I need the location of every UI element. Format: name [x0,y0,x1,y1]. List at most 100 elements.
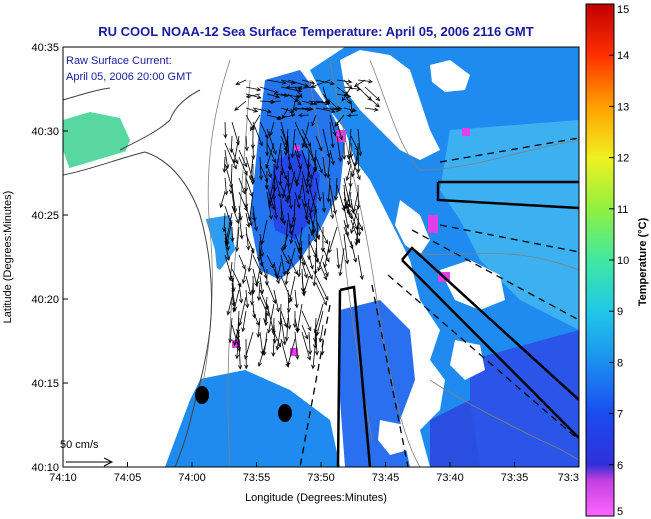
current-vector [223,121,228,139]
current-vector [315,212,321,240]
colorbar-tick-label: 6 [617,460,623,472]
current-vector [225,219,233,247]
colorbar-tick-label: 7 [617,409,623,421]
current-vector [287,142,292,171]
current-vector [314,331,319,356]
current-vector [312,100,324,106]
colorbar-tick-label: 12 [617,153,629,165]
sst-field-deepblue-patch [470,330,579,467]
cloud-gap-1 [340,50,440,160]
current-vector [275,142,282,171]
current-vector [297,247,303,278]
current-vector [347,149,352,166]
current-vector [266,93,281,99]
colorbar-tick-label: 5 [617,506,623,518]
current-vector [301,310,312,332]
current-vector [255,268,261,286]
current-vector [224,240,231,262]
x-tick-label: 74:05 [114,472,142,484]
x-tick-label: 73:45 [372,472,400,484]
current-vector [318,324,324,343]
current-vector [353,79,366,88]
current-vector [231,289,236,307]
current-vector [238,296,247,327]
current-vector [231,282,237,312]
current-vector [294,331,300,360]
current-vector [326,177,331,203]
coastline [63,87,213,467]
current-vector [256,240,262,262]
current-vector [273,198,279,220]
current-vector [345,163,352,182]
current-vector [275,324,282,351]
current-vector [315,254,328,281]
annotation-line-1: Raw Surface Current: [66,55,172,67]
current-vector [343,233,350,265]
current-vector [275,261,282,280]
current-vector [245,275,253,296]
current-vector [271,338,276,358]
current-vector [238,212,244,240]
cloud-gap-5 [450,340,485,380]
current-vector [279,198,284,223]
current-vector [315,310,324,337]
current-vector [315,107,336,114]
current-vector [323,240,331,269]
current-vector [357,128,363,157]
current-vector [264,310,269,327]
x-axis-label: Longitude (Degrees:Minutes) [245,492,387,504]
current-vector [250,163,255,186]
current-vector [280,310,288,328]
sst-field-deepblue-patch-2 [430,400,480,467]
current-vector [245,93,261,99]
current-vector [346,191,352,214]
x-tick-label: 73:50 [307,472,335,484]
current-vector [287,79,310,88]
y-axis: 40:35 40:30 40:25 40:20 40:15 40:10 [31,42,68,474]
current-vector [245,156,255,183]
current-vector [244,338,249,370]
current-vector [301,324,309,340]
current-vector [301,331,312,361]
current-vector [241,310,247,333]
current-vector [315,135,323,152]
current-vector [334,114,345,127]
current-vector [280,247,290,265]
current-vector [301,121,310,149]
transect-outlines [336,180,579,467]
current-vector [329,114,337,137]
current-vector [245,107,259,113]
current-vector [294,142,301,159]
current-vector [287,275,296,304]
current-vector [285,85,303,90]
current-vector [244,331,254,360]
current-vector [343,93,351,105]
current-vector [238,338,243,370]
current-vector [259,86,279,94]
current-vector [226,296,233,316]
current-vector [312,268,317,287]
x-tick-label: 74:10 [49,472,77,484]
current-vector [259,163,269,183]
current-vector [346,113,359,118]
y-axis-label: Latitude (Degrees:Minutes) [2,191,14,324]
current-vector [329,149,335,166]
current-vector [234,100,247,111]
current-vector [315,219,329,245]
current-vector [231,121,240,146]
current-vector [247,191,254,222]
current-vector [349,100,354,114]
current-vector [357,254,364,281]
current-vector [266,128,277,156]
current-vector [233,324,240,347]
current-vector [228,317,233,344]
current-vector [245,212,251,229]
current-vector [326,156,331,179]
current-vector [280,254,287,276]
current-vector [294,93,303,103]
current-vector [224,233,230,251]
current-vector [252,107,272,114]
current-vector [336,79,353,84]
current-vector [260,219,268,245]
current-vector [252,212,258,232]
